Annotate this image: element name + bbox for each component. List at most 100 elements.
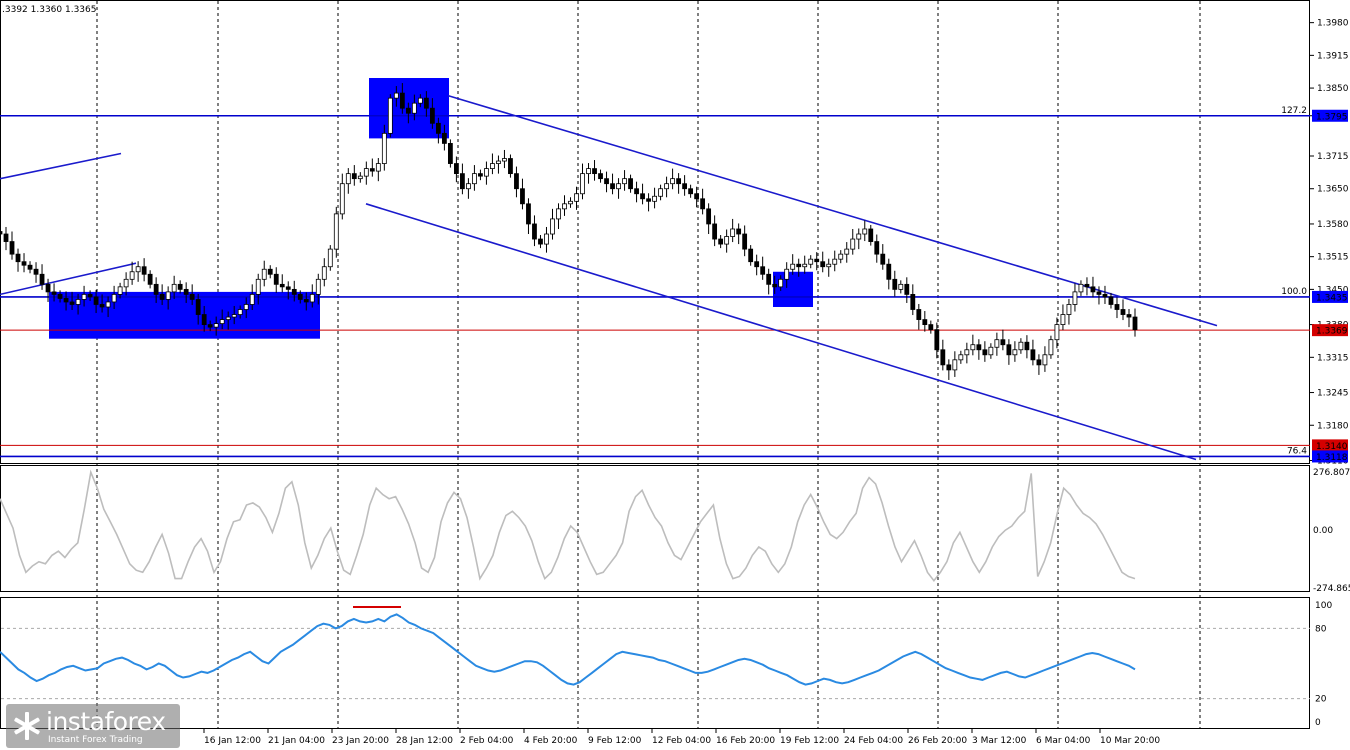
- cci-panel: [0, 465, 1310, 592]
- candle-body-75: [447, 143, 453, 164]
- candle-body-20: [117, 286, 123, 295]
- trend-channels: [0, 94, 1218, 461]
- rsi-tick-label-3: 0: [1315, 718, 1321, 728]
- candle-body-30: [177, 283, 183, 290]
- candle-body-80: [478, 173, 483, 177]
- time-tick-label-4: 2 Feb 04:00: [460, 736, 514, 746]
- horizontal-levels: 127.2 100.0 76.4: [0, 106, 1310, 458]
- candles: [0, 83, 1138, 380]
- candle-body-153: [916, 309, 922, 320]
- candle-body-57: [339, 183, 345, 215]
- time-tick-label-12: 3 Mar 12:00: [972, 736, 1027, 746]
- candle-body-40: [237, 309, 243, 315]
- candle-body-125: [748, 248, 754, 263]
- candle-body-54: [321, 266, 327, 280]
- candle-body-25: [147, 273, 153, 285]
- candle-body-95: [568, 200, 573, 205]
- candle-body-156: [934, 329, 940, 351]
- candle-body-10: [57, 294, 63, 299]
- candle-body-79: [472, 173, 477, 185]
- candle-body-122: [730, 228, 736, 237]
- candle-body-113: [676, 178, 681, 185]
- logo-name: instaforex: [46, 707, 166, 736]
- candle-body-182: [1090, 286, 1096, 293]
- candle-body-9: [51, 291, 57, 295]
- candle-body-78: [466, 183, 471, 190]
- candle-body-143: [856, 233, 862, 240]
- time-tick-label-14: 10 Mar 20:00: [1100, 736, 1160, 746]
- candle-body-15: [87, 294, 93, 298]
- candle-body-106: [634, 188, 639, 195]
- candle-body-16: [93, 296, 99, 305]
- candle-body-178: [1066, 304, 1072, 315]
- candle-body-1: [3, 233, 9, 242]
- candle-body-88: [526, 203, 531, 225]
- price-tag-label-1: 1.3435: [1316, 293, 1348, 303]
- candle-body-120: [718, 238, 724, 245]
- candle-body-34: [201, 314, 207, 326]
- price-tag-bg-2: [1312, 324, 1348, 337]
- candle-body-65: [387, 97, 393, 134]
- time-tick-label-8: 16 Feb 20:00: [716, 736, 775, 746]
- candle-body-90: [538, 238, 543, 245]
- candle-body-8: [45, 283, 51, 293]
- channel-lower-line: [365, 203, 1197, 461]
- price-tick-label-11: 1.3245: [1317, 389, 1349, 399]
- candle-body-102: [610, 183, 615, 190]
- candle-body-63: [375, 163, 381, 172]
- candle-body-81: [484, 168, 489, 177]
- old-channel-upper-line: [0, 152, 122, 180]
- candle-body-82: [490, 163, 495, 169]
- price-tag-label-2: 1.3369: [1316, 327, 1348, 337]
- candle-body-139: [832, 258, 838, 265]
- candle-body-85: [508, 158, 513, 175]
- candle-body-119: [712, 223, 718, 240]
- candle-body-17: [99, 304, 105, 308]
- vertical-grid: [96, 1, 1201, 728]
- candle-body-52: [309, 294, 315, 303]
- candle-body-91: [544, 233, 549, 245]
- candle-body-160: [958, 354, 964, 361]
- candle-body-172: [1030, 349, 1036, 361]
- rsi-axis: 100 80 20 0: [1315, 601, 1332, 728]
- candle-body-97: [580, 173, 585, 195]
- candle-body-4: [21, 261, 27, 266]
- candle-body-39: [231, 314, 237, 318]
- time-tick-label-11: 26 Feb 20:00: [908, 736, 967, 746]
- candle-body-175: [1048, 339, 1054, 356]
- candle-body-7: [39, 273, 45, 285]
- candle-body-142: [850, 238, 856, 250]
- candle-body-179: [1072, 291, 1078, 305]
- candle-body-84: [502, 158, 507, 162]
- candle-body-6: [33, 268, 39, 275]
- candle-body-36: [213, 323, 219, 328]
- candle-body-117: [700, 198, 706, 210]
- candle-body-19: [111, 294, 117, 303]
- candle-body-66: [393, 92, 399, 99]
- candle-body-33: [195, 299, 201, 315]
- candle-body-108: [646, 198, 651, 202]
- candle-body-27: [159, 294, 165, 300]
- candle-body-123: [736, 228, 742, 235]
- candle-body-2: [9, 241, 15, 255]
- time-tick-label-7: 12 Feb 04:00: [652, 736, 711, 746]
- candle-body-141: [844, 248, 850, 255]
- candle-body-171: [1024, 341, 1030, 351]
- old-channel-lower-line: [0, 262, 137, 296]
- candle-body-67: [399, 92, 405, 109]
- ohlc-header: .3392 1.3360 1.3365: [2, 5, 96, 15]
- candle-body-174: [1042, 354, 1048, 366]
- time-tick-label-2: 23 Jan 20:00: [332, 736, 389, 746]
- candle-body-140: [838, 253, 844, 260]
- candle-body-12: [69, 301, 75, 305]
- candle-body-48: [285, 286, 291, 290]
- cci-axis: 276.8074 0.00 -274.8650: [1313, 468, 1350, 594]
- price-tag-label-0: 1.3795: [1316, 112, 1348, 122]
- rsi-panel-frame: [0, 597, 1310, 729]
- candle-body-162: [970, 344, 976, 351]
- candle-body-31: [183, 288, 189, 295]
- candle-body-134: [802, 263, 808, 268]
- candle-body-69: [411, 102, 417, 114]
- candle-body-42: [249, 294, 255, 305]
